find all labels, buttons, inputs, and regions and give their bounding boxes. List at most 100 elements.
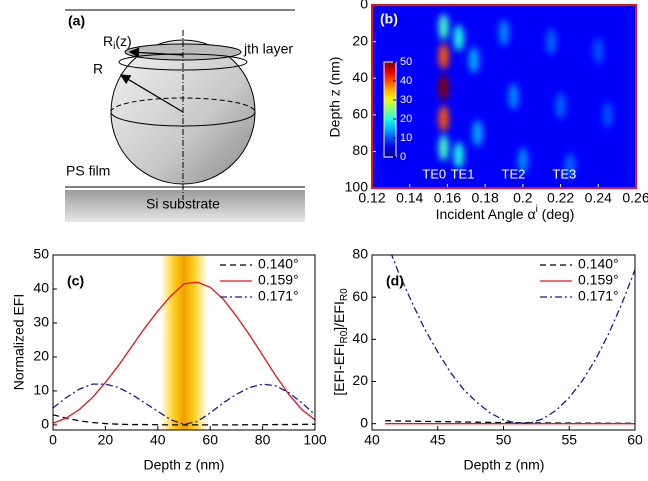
highlight-band — [160, 255, 208, 430]
legend-label: 0.171° — [578, 288, 619, 304]
intensity-spot — [517, 147, 528, 174]
x-axis-label: Incident Angle αi (deg) — [436, 204, 575, 222]
x-tick-label: 50 — [496, 432, 512, 448]
radius-arrow — [119, 74, 184, 113]
layer-radius-arrow — [128, 47, 184, 58]
legend-label: 0.140° — [258, 256, 299, 272]
axes-frame — [371, 4, 637, 189]
intensity-spot — [438, 43, 449, 70]
x-tick-label: 0.24 — [585, 190, 612, 206]
y-tick-label: 0 — [360, 414, 368, 430]
x-axis-label: Depth z (nm) — [464, 457, 545, 473]
colorbar-tick-label: 0 — [400, 151, 406, 163]
y-tick-label: 10 — [33, 382, 49, 398]
intensity-spot — [468, 46, 479, 73]
colorbar-tick-label: 30 — [400, 94, 412, 106]
y-tick-label: 40 — [352, 330, 368, 346]
series-line — [391, 255, 635, 424]
panel-label: (c) — [67, 273, 84, 289]
x-tick-label: 0.18 — [472, 190, 499, 206]
plot-area — [372, 5, 636, 188]
plot-area — [53, 255, 315, 430]
intensity-spot — [602, 101, 613, 128]
axes-frame — [52, 254, 316, 431]
x-tick-label: 80 — [255, 432, 271, 448]
colorbar-tick-label: 40 — [400, 75, 412, 87]
panel-label: (d) — [386, 273, 404, 289]
legend-label: 0.140° — [578, 256, 619, 272]
y-axis-label: [EFI-EFIR0]/EFIR0 — [331, 288, 350, 396]
y-axis-label: Depth z (nm) — [327, 57, 343, 138]
colorbar-tick-label: 50 — [400, 56, 412, 68]
x-tick-label: 100 — [303, 432, 327, 448]
axes-frame — [371, 254, 636, 431]
mode-label: TE1 — [451, 167, 475, 182]
colorbar-tick-label: 10 — [400, 132, 412, 144]
layer-radius-label: Ri(z) — [103, 33, 132, 52]
intensity-spot — [593, 37, 604, 64]
y-tick-label: 0 — [41, 416, 49, 432]
x-tick-label: 0.14 — [396, 190, 423, 206]
mode-label: TE0 — [422, 167, 446, 182]
series-line — [53, 281, 315, 424]
x-tick-label: 0.16 — [434, 190, 461, 206]
y-tick-label: 20 — [352, 372, 368, 388]
substrate — [65, 190, 305, 222]
colorbar-tick-label: 20 — [400, 113, 412, 125]
intensity-spot — [508, 83, 519, 110]
y-tick-label: 20 — [33, 348, 49, 364]
y-tick-label: 50 — [33, 246, 49, 262]
x-tick-label: 60 — [202, 432, 218, 448]
intensity-spot — [472, 120, 483, 147]
x-tick-label: 40 — [150, 432, 166, 448]
substrate-label: Si substrate — [146, 196, 220, 212]
y-tick-label: 80 — [352, 142, 368, 158]
mode-label: TE3 — [552, 167, 576, 182]
y-tick-label: 60 — [352, 288, 368, 304]
y-tick-label: 100 — [345, 179, 369, 195]
x-tick-label: 20 — [98, 432, 114, 448]
y-tick-label: 60 — [352, 106, 368, 122]
intensity-spot — [438, 134, 449, 161]
y-tick-label: 0 — [360, 0, 368, 12]
x-tick-label: 0.22 — [547, 190, 574, 206]
intensity-spot — [438, 13, 449, 40]
x-tick-label: 0.2 — [513, 190, 533, 206]
panel-label: (b) — [380, 11, 398, 27]
series-line — [385, 420, 635, 424]
panel-label: (a) — [68, 13, 85, 29]
y-tick-label: 40 — [352, 69, 368, 85]
legend-label: 0.171° — [258, 288, 299, 304]
mode-label: TE2 — [502, 167, 526, 182]
intensity-spot — [453, 142, 464, 169]
x-tick-label: 0.12 — [358, 190, 385, 206]
y-axis-label: Normalized EFI — [11, 294, 27, 390]
layer-label: jth layer — [243, 41, 293, 57]
intensity-spot — [438, 105, 449, 132]
x-tick-label: 40 — [364, 432, 380, 448]
intensity-spot — [546, 28, 557, 55]
intensity-spot — [565, 153, 575, 180]
radius-label: R — [93, 61, 103, 77]
plot-area — [385, 255, 635, 425]
x-axis-label: Depth z (nm) — [144, 457, 225, 473]
x-tick-label: 0.26 — [622, 190, 648, 206]
legend-label: 0.159° — [578, 272, 619, 288]
series-line — [53, 414, 315, 426]
panel-a: (a) Ri(z) jth layer R PS film Si substra… — [65, 9, 305, 222]
intensity-spot — [555, 92, 566, 119]
intensity-spot — [438, 74, 449, 101]
film-label: PS film — [66, 163, 110, 179]
colorbar — [383, 61, 397, 158]
legend-label: 0.159° — [258, 272, 299, 288]
series-line — [53, 383, 315, 425]
y-tick-label: 80 — [352, 246, 368, 262]
intensity-spot — [453, 24, 464, 51]
intensity-spot — [499, 19, 509, 46]
y-tick-label: 40 — [33, 280, 49, 296]
y-tick-label: 30 — [33, 314, 49, 330]
x-tick-label: 0 — [49, 432, 57, 448]
x-tick-label: 55 — [561, 432, 577, 448]
